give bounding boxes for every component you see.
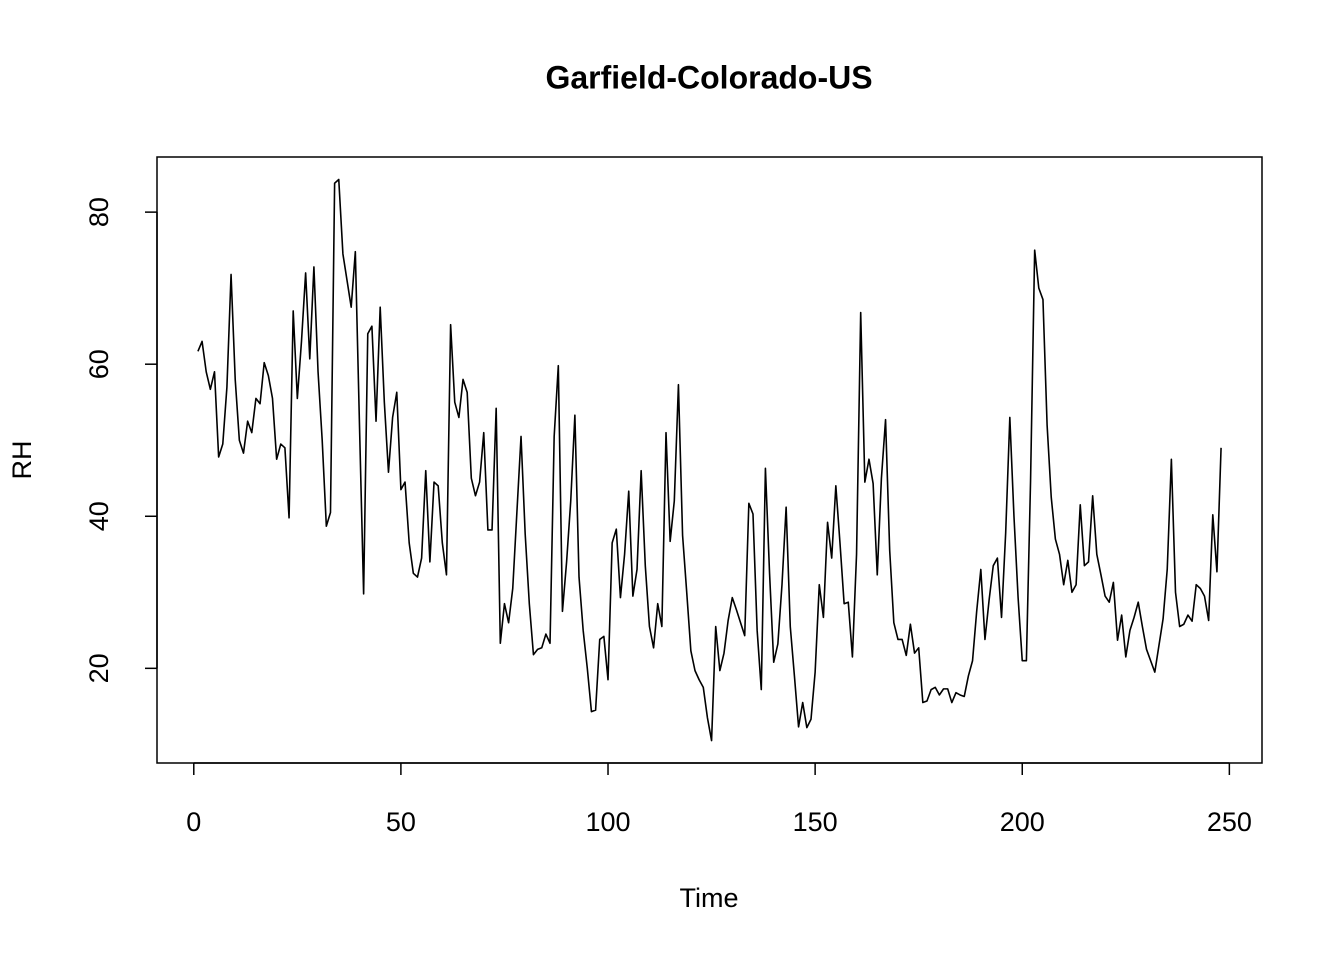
- x-tick-label: 100: [585, 807, 630, 837]
- data-line: [197, 178, 1222, 742]
- chart-title: Garfield-Colorado-US: [545, 59, 872, 95]
- y-axis-label: RH: [7, 441, 37, 480]
- y-tick-label: 20: [84, 653, 114, 683]
- y-tick-label: 60: [84, 349, 114, 379]
- x-axis-label: Time: [680, 883, 739, 913]
- y-tick-label: 40: [84, 501, 114, 531]
- x-tick-label: 250: [1207, 807, 1252, 837]
- y-tick-label: 80: [84, 197, 114, 227]
- x-tick-label: 50: [386, 807, 416, 837]
- x-tick-label: 150: [793, 807, 838, 837]
- x-tick-label: 0: [186, 807, 201, 837]
- x-tick-label: 200: [1000, 807, 1045, 837]
